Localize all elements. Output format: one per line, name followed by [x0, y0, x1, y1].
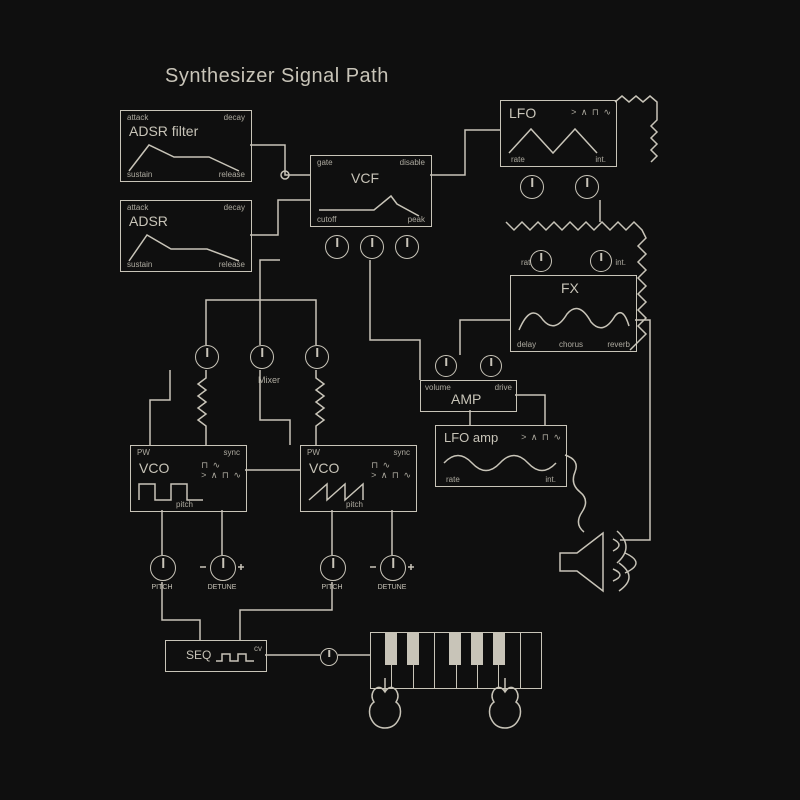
wires [0, 0, 800, 800]
